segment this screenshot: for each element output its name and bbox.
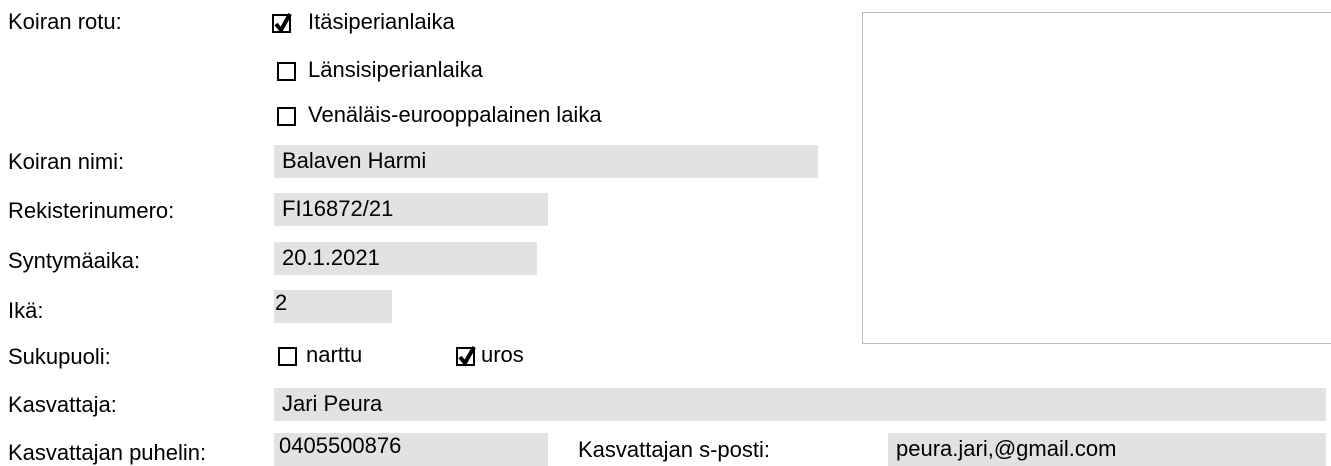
option-label: Länsisiperianlaika [308,57,483,82]
label: Ikä: [8,298,44,323]
field-value: peura.jari,@gmail.com [896,436,1117,461]
checkbox[interactable] [277,107,296,126]
label: Koiran nimi: [8,149,125,174]
photo-box [862,12,1331,344]
text-field[interactable]: 2 [274,290,392,323]
option-label: Venäläis-eurooppalainen laika [308,102,602,127]
text-field[interactable]: peura.jari,@gmail.com [888,433,1326,466]
field-value: Jari Peura [282,391,383,416]
field-value: FI16872/21 [282,196,394,221]
check-mark [458,346,476,367]
label: Rekisterinumero: [8,198,175,223]
text-field[interactable]: FI16872/21 [274,193,548,226]
field-value: Balaven Harmi [282,148,427,173]
option-label: Itäsiperianlaika [308,9,455,34]
label: Kasvattajan puhelin: [8,440,207,465]
label: Sukupuoli: [8,344,111,369]
text-field[interactable]: Jari Peura [274,388,1326,421]
checkbox[interactable] [277,62,296,81]
field-value: 0405500876 [279,433,402,458]
checkbox[interactable] [456,346,476,367]
field-value: 20.1.2021 [282,245,380,270]
field-value: 2 [275,290,288,315]
label: Syntymäaika: [8,248,141,273]
option-label: uros [481,342,524,367]
checkbox[interactable] [278,347,297,366]
text-field[interactable]: Balaven Harmi [274,145,818,178]
label: Kasvattajan s-posti: [578,437,770,462]
text-field[interactable]: 0405500876 [274,433,548,466]
label: Kasvattaja: [8,392,117,417]
option-label: narttu [306,342,363,367]
label: Koiran rotu: [8,9,122,34]
checkbox[interactable] [272,13,292,34]
text-field[interactable]: 20.1.2021 [274,242,537,275]
check-mark [274,13,292,34]
